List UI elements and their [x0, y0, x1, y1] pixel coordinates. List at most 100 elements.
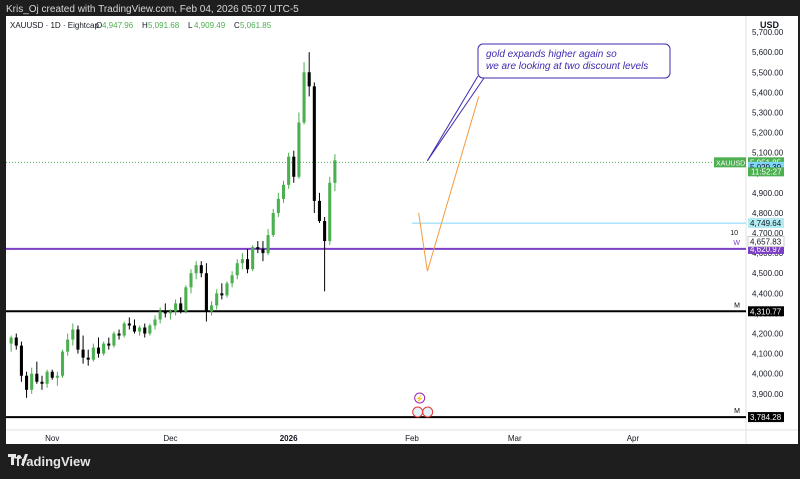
candle-body: [256, 247, 260, 250]
projection-path: [418, 96, 480, 272]
candle-body: [117, 333, 121, 336]
note-box: [477, 43, 671, 79]
candle-body: [148, 325, 152, 334]
y-tick-label: 4,900.00: [752, 189, 784, 198]
candle-body: [333, 160, 337, 183]
candle-body: [323, 220, 327, 242]
candle-body: [302, 72, 306, 123]
candlestick-chart[interactable]: USD3,900.004,000.004,100.004,200.004,300…: [6, 16, 798, 444]
candle-body: [204, 273, 208, 312]
price-tag: [748, 218, 784, 229]
candle-body: [281, 184, 286, 199]
candle-body: [19, 345, 23, 376]
candle-body: [30, 373, 34, 390]
y-tick-label: 4,200.00: [752, 330, 784, 339]
level-price-tag: [748, 412, 784, 423]
y-tick-label: 4,800.00: [752, 209, 784, 218]
x-tick-label: Nov: [45, 434, 59, 443]
ohlc-label: H: [142, 21, 148, 30]
candle-body: [71, 329, 75, 340]
y-tick-label: 5,200.00: [752, 129, 784, 138]
candle-body: [240, 259, 244, 264]
candle-body: [9, 337, 13, 344]
candle-body: [14, 337, 18, 346]
y-tick-label: 5,100.00: [752, 149, 784, 158]
y-tick-label: 4,100.00: [752, 350, 784, 359]
candle-body: [127, 323, 131, 326]
y-tick-label: 5,600.00: [752, 48, 784, 57]
candle-body: [107, 343, 111, 346]
symbol-info: XAUUSD · 1D · Eightcap: [10, 21, 99, 30]
ohlc-value: 4,909.49: [194, 21, 226, 30]
candle-body: [287, 156, 291, 185]
candle-body: [96, 347, 101, 354]
x-tick-label: Apr: [627, 434, 640, 443]
ohlc-label: L: [188, 21, 193, 30]
symbol-tag: [714, 157, 746, 168]
y-tick-label: 5,700.00: [752, 28, 784, 37]
ohlc-label: O: [96, 21, 102, 30]
ohlc-value: 5,061.85: [240, 21, 272, 30]
candle-body: [132, 325, 137, 332]
candle-body: [215, 293, 219, 306]
candle-body: [189, 273, 193, 288]
candle-body: [122, 323, 126, 336]
candle-body: [45, 371, 49, 384]
candle-body: [199, 265, 203, 274]
candle-body: [112, 333, 116, 346]
currency-label: USD: [760, 20, 780, 30]
price-tag-label: 4,657.83: [750, 238, 782, 247]
price-tag-label: 4,749.64: [750, 219, 782, 228]
candle-body: [276, 198, 280, 213]
level-price-tag: [748, 306, 784, 317]
candle-body: [297, 122, 301, 177]
candle-body: [91, 347, 95, 360]
level-tag: W: [733, 240, 740, 247]
level-tag: M: [734, 302, 740, 309]
y-tick-label: 5,300.00: [752, 108, 784, 117]
period-tag: 10: [730, 230, 738, 237]
note-text: we are looking at two discount levels: [486, 61, 648, 72]
countdown-tag: [748, 167, 784, 177]
candle-body: [245, 259, 250, 270]
y-tick-label: 4,000.00: [752, 370, 784, 379]
candle-body: [220, 293, 224, 296]
x-tick-label: Mar: [508, 434, 522, 443]
candle-body: [210, 305, 214, 312]
event-flash-icon: ⚡: [415, 394, 424, 403]
y-tick-label: 3,900.00: [752, 390, 784, 399]
candle-body: [266, 235, 270, 254]
candle-body: [153, 319, 157, 326]
candle-body: [55, 375, 59, 378]
candle-body: [235, 263, 239, 276]
price-tag: [747, 236, 785, 248]
note-pointer: [426, 77, 485, 161]
level-price-label: 4,310.77: [750, 307, 782, 316]
candle-body: [312, 86, 316, 201]
x-tick-label: Feb: [405, 434, 419, 443]
tradingview-footer: TradingView: [8, 454, 90, 469]
candle-body: [307, 72, 311, 87]
price-tag: [748, 161, 784, 172]
candle-body: [230, 275, 234, 284]
candle-body: [271, 212, 275, 236]
candle-body: [102, 343, 106, 354]
candle-body: [261, 249, 265, 254]
ohlc-value: 5,091.68: [148, 21, 180, 30]
event-flash-icon: [414, 392, 426, 404]
y-tick-label: 5,400.00: [752, 88, 784, 97]
candle-body: [317, 200, 322, 221]
y-tick-label: 4,400.00: [752, 289, 784, 298]
candle-body: [328, 182, 332, 242]
candle-body: [179, 303, 183, 312]
level-tag: M: [734, 408, 740, 415]
x-tick-label: Dec: [163, 434, 177, 443]
level-price-label: 3,784.28: [750, 413, 782, 422]
chart-credit: Kris_Oj created with TradingView.com, Fe…: [6, 4, 299, 15]
candle-body: [25, 375, 29, 390]
chart-panel[interactable]: USD3,900.004,000.004,100.004,200.004,300…: [6, 16, 798, 444]
countdown-label: 11:52:27: [751, 167, 782, 176]
candle-body: [194, 265, 198, 274]
event-flag-icon: [422, 406, 434, 418]
candle-body: [66, 339, 70, 352]
